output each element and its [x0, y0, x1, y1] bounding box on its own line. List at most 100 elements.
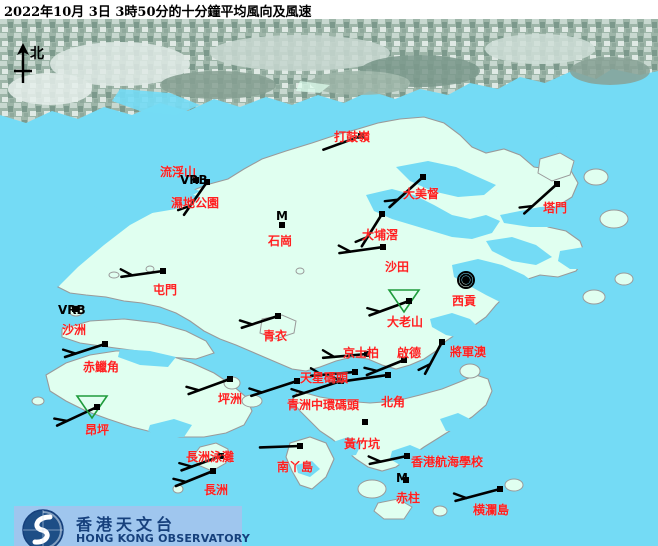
station-sai-kung[interactable] [457, 271, 475, 289]
station-tates-cairn[interactable] [366, 289, 421, 317]
station-green-island[interactable] [248, 378, 300, 398]
station-sha-chau[interactable] [72, 306, 78, 312]
wind-barb-shaft [338, 245, 385, 255]
wind-barb-shaft [174, 469, 215, 488]
station-ta-kwu-ling[interactable] [322, 133, 364, 151]
station-dot [362, 419, 368, 425]
station-label-kings-park: 京士柏 [343, 346, 380, 360]
wind-barb-shaft [322, 134, 363, 151]
station-label-lau-fau-shan: 流浮山 [160, 165, 197, 179]
station-label-wetland-park: 濕地公園 [171, 196, 220, 210]
page-title: 2022年10月 3日 3時50分的十分鐘平均風向及風速 [4, 5, 312, 20]
station-cheung-chau-beach[interactable] [178, 453, 224, 472]
station-dot [380, 244, 386, 250]
station-label-peng-chau: 坪洲 [218, 392, 243, 406]
station-label-tseung-kwan-o: 將軍澳 [450, 345, 487, 359]
station-central-pier[interactable] [290, 378, 344, 398]
station-dot [439, 339, 445, 345]
station-label-tsing-yi: 青衣 [263, 329, 288, 343]
station-label-waglan-island: 横瀾島 [473, 503, 510, 517]
station-label-star-ferry: 天星碼頭 [300, 371, 349, 385]
station-tai-po-kau[interactable] [354, 211, 385, 248]
station-dot [294, 378, 300, 384]
station-ngong-ping[interactable] [53, 395, 109, 427]
wind-barb-shaft [360, 212, 384, 248]
station-dot [218, 453, 224, 459]
station-label-chek-lap-kok: 赤鱲角 [83, 360, 120, 374]
station-label-sai-kung: 西貢 [452, 294, 477, 308]
station-chek-lap-kok[interactable] [61, 341, 108, 359]
wind-barb-feather [238, 319, 254, 326]
station-wetland-park[interactable] [176, 179, 210, 217]
station-dot [102, 341, 108, 347]
station-dot [204, 179, 210, 185]
station-tap-mun[interactable] [518, 181, 560, 215]
wind-barb-shaft [187, 377, 232, 396]
station-dot [193, 177, 199, 183]
station-lau-fau-shan[interactable] [193, 177, 199, 183]
station-kai-tak[interactable] [363, 357, 407, 377]
station-stanley[interactable] [403, 477, 409, 483]
station-dot [358, 133, 364, 139]
wind-barb-feather [383, 198, 399, 203]
station-dot [279, 222, 285, 228]
station-cheung-chau[interactable] [172, 468, 216, 488]
station-label-cheung-chau-beach: 長洲泳灘 [186, 450, 235, 464]
station-dot [275, 313, 281, 319]
wind-barb-shaft [180, 454, 223, 472]
wind-barb-shaft [120, 269, 165, 279]
wind-barb-shaft [454, 487, 502, 503]
station-label-lamma-island: 南丫島 [277, 460, 314, 474]
wind-barb-feather [290, 387, 306, 395]
station-hk-sea-school[interactable] [367, 453, 410, 466]
wind-barb-feather [321, 349, 336, 359]
station-dot [364, 351, 370, 357]
station-dot [401, 357, 407, 363]
station-star-ferry[interactable] [309, 367, 358, 378]
wind-barb-shaft [523, 182, 559, 215]
wind-barb-feather [119, 268, 134, 277]
wind-barb-feather [178, 461, 194, 468]
station-tai-mei-tuk[interactable] [383, 174, 426, 209]
title-bar: 2022年10月 3日 3時50分的十分鐘平均風向及風速 [0, 0, 658, 20]
station-peng-chau[interactable] [185, 376, 233, 396]
station-tsing-yi[interactable] [238, 313, 281, 330]
station-dot [420, 174, 426, 180]
wind-barb-feather [363, 366, 379, 373]
wind-barb-shaft [365, 358, 406, 377]
station-wong-chuk-hang[interactable] [362, 419, 368, 425]
station-label-green-island: 青洲 [287, 398, 312, 412]
wind-barb-shaft [292, 379, 343, 398]
station-lamma-island[interactable] [258, 443, 303, 449]
station-tseung-kwan-o[interactable] [417, 339, 445, 376]
station-dot [497, 486, 503, 492]
station-label-shek-kong: 石崗 [268, 234, 293, 248]
station-label-ta-kwu-ling: 打鼓嶺 [334, 130, 371, 144]
station-dot [72, 306, 78, 312]
station-dot [385, 372, 391, 378]
wind-barb-feather [366, 306, 382, 313]
station-dot [297, 443, 303, 449]
station-tuen-mun[interactable] [119, 268, 166, 279]
wind-barb-shaft [368, 454, 409, 466]
north-label: 北 [30, 46, 44, 62]
station-sha-tin[interactable] [337, 244, 386, 255]
station-dot [160, 268, 166, 274]
hq-marker-icon [457, 271, 475, 289]
station-dot [406, 298, 412, 304]
station-kings-park[interactable] [321, 349, 370, 360]
station-dot [338, 378, 344, 384]
station-shek-kong[interactable] [279, 222, 285, 228]
wind-barb-shaft [182, 180, 209, 217]
station-waglan-island[interactable] [452, 486, 503, 503]
wind-barb-feather [452, 492, 468, 500]
hko-logo: 香港天文台 HONG KONG OBSERVATORY [14, 506, 250, 546]
wind-barb-shaft [63, 342, 107, 359]
hko-name-en: HONG KONG OBSERVATORY [76, 532, 251, 545]
north-arrow-icon [14, 43, 32, 83]
wind-barb-shaft [250, 379, 299, 398]
station-dot [352, 369, 358, 375]
station-label-north-point: 北角 [381, 395, 406, 409]
map-canvas[interactable]: 北 打鼓嶺 流浮山 VRB 濕地公園 石崗 M 大美督 塔門 大埔滘 沙田 西貢 屯門 沙洲 VRB 赤鱲角… [0, 19, 658, 546]
